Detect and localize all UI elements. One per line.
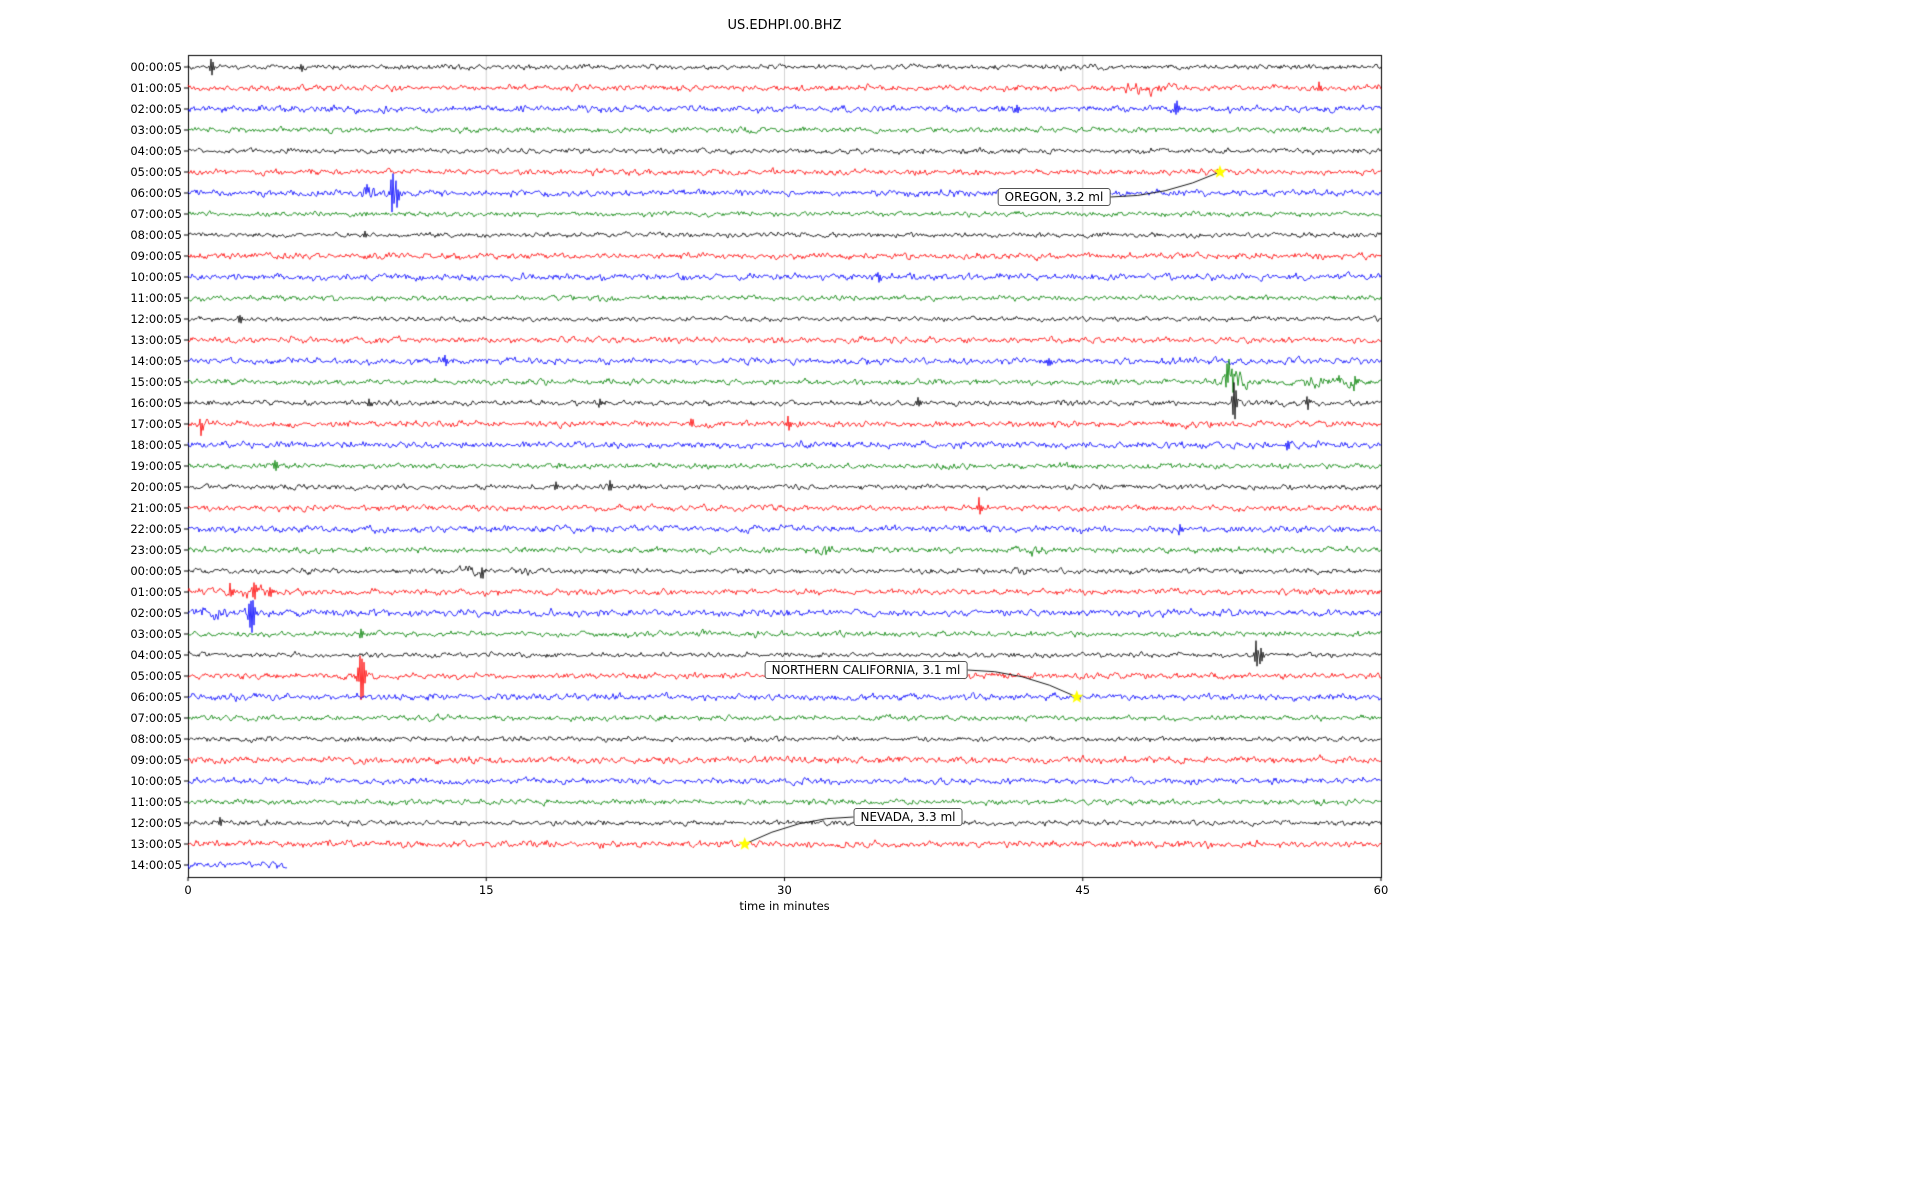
row-label: 00:00:05 xyxy=(130,564,182,578)
x-tick-label: 15 xyxy=(478,883,494,897)
row-label: 13:00:05 xyxy=(130,333,182,347)
row-label: 13:00:05 xyxy=(130,837,182,851)
row-label: 11:00:05 xyxy=(130,291,182,305)
row-label: 09:00:05 xyxy=(130,249,182,263)
row-label: 23:00:05 xyxy=(130,543,182,557)
row-label: 03:00:05 xyxy=(130,123,182,137)
row-label: 05:00:05 xyxy=(130,165,182,179)
row-label: 00:00:05 xyxy=(130,60,182,74)
row-label: 12:00:05 xyxy=(130,816,182,830)
x-tick-label: 60 xyxy=(1373,883,1389,897)
row-label: 08:00:05 xyxy=(130,732,182,746)
row-label: 04:00:05 xyxy=(130,648,182,662)
row-label: 22:00:05 xyxy=(130,522,182,536)
x-axis-label: time in minutes xyxy=(739,899,830,913)
row-label: 06:00:05 xyxy=(130,690,182,704)
x-tick-label: 0 xyxy=(184,883,192,897)
row-label: 20:00:05 xyxy=(130,480,182,494)
row-label: 16:00:05 xyxy=(130,396,182,410)
chart-title: US.EDHPI.00.BHZ xyxy=(727,18,842,33)
row-label: 02:00:05 xyxy=(130,606,182,620)
event-annotation-oregon[interactable]: OREGON, 3.2 ml xyxy=(997,188,1111,206)
row-label: 06:00:05 xyxy=(130,186,182,200)
x-tick-label: 45 xyxy=(1075,883,1091,897)
row-label: 09:00:05 xyxy=(130,753,182,767)
row-label: 04:00:05 xyxy=(130,144,182,158)
row-label: 07:00:05 xyxy=(130,207,182,221)
row-label: 17:00:05 xyxy=(130,417,182,431)
row-label: 15:00:05 xyxy=(130,375,182,389)
row-label: 10:00:05 xyxy=(130,774,182,788)
row-label: 07:00:05 xyxy=(130,711,182,725)
row-label: 10:00:05 xyxy=(130,270,182,284)
row-label: 18:00:05 xyxy=(130,438,182,452)
row-label: 14:00:05 xyxy=(130,858,182,872)
row-label: 01:00:05 xyxy=(130,585,182,599)
row-label: 08:00:05 xyxy=(130,228,182,242)
event-annotation-nevada[interactable]: NEVADA, 3.3 ml xyxy=(853,808,963,826)
row-label: 21:00:05 xyxy=(130,501,182,515)
row-label: 14:00:05 xyxy=(130,354,182,368)
row-label: 19:00:05 xyxy=(130,459,182,473)
x-tick-label: 30 xyxy=(777,883,792,897)
row-label: 05:00:05 xyxy=(130,669,182,683)
row-label: 02:00:05 xyxy=(130,102,182,116)
row-label: 01:00:05 xyxy=(130,81,182,95)
event-annotation-northern-california[interactable]: NORTHERN CALIFORNIA, 3.1 ml xyxy=(764,661,968,679)
row-label: 12:00:05 xyxy=(130,312,182,326)
row-label: 03:00:05 xyxy=(130,627,182,641)
row-label: 11:00:05 xyxy=(130,795,182,809)
